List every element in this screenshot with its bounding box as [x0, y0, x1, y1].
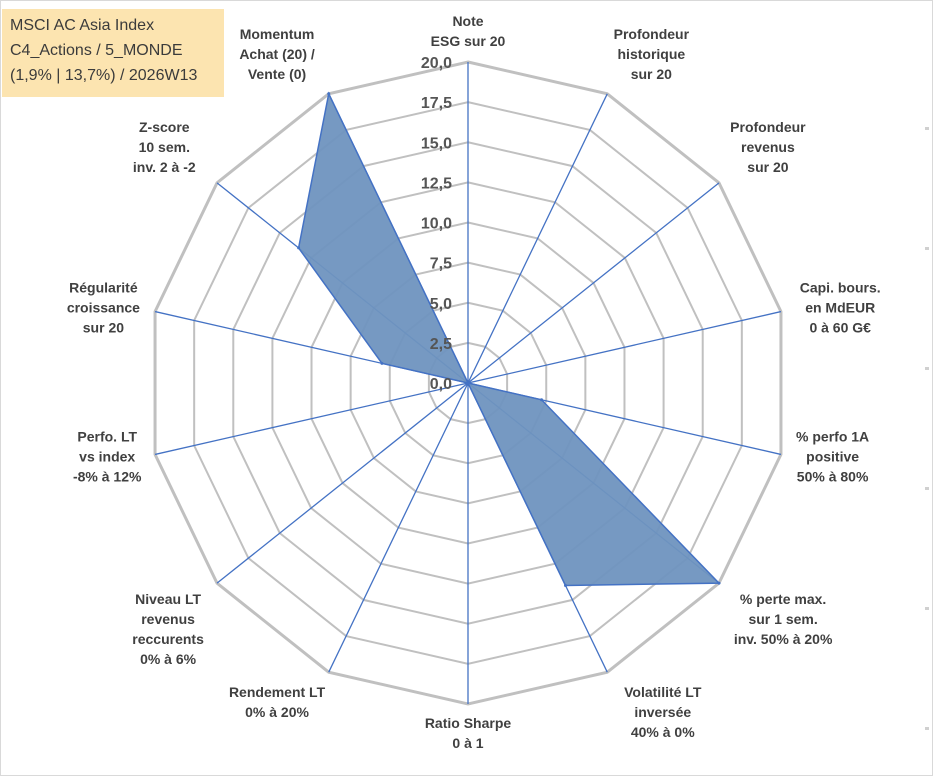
category-label-0: Note ESG sur 20 — [431, 13, 506, 49]
category-label-12-line-0: Z-score — [139, 119, 190, 135]
data-point-5 — [717, 581, 721, 585]
category-label-1-line-1: historique — [618, 46, 686, 62]
category-label-8-line-1: 0% à 20% — [245, 704, 309, 720]
category-label-9-line-0: Niveau LT — [135, 591, 201, 607]
category-label-7-line-0: Ratio Sharpe — [425, 715, 512, 731]
data-point-10 — [466, 381, 470, 385]
title-line-category: C4_Actions / 5_MONDE — [10, 42, 183, 59]
category-label-13-line-2: Vente (0) — [248, 66, 306, 82]
data-point-13 — [327, 92, 331, 96]
data-point-4 — [540, 398, 544, 402]
category-label-11-line-0: Régularité — [69, 279, 138, 295]
radial-tick-labels: 0,0 2,5 5,0 7,5 10,0 12,5 15,0 17,5 20,0 — [421, 55, 452, 393]
category-label-12-line-2: inv. 2 à -2 — [133, 159, 196, 175]
axis-spoke-9 — [216, 382, 469, 584]
axis-spoke-10 — [154, 382, 469, 456]
category-label-9-line-2: reccurents — [132, 631, 204, 647]
category-label-0-line-1: ESG sur 20 — [431, 33, 506, 49]
data-point-11 — [380, 361, 384, 365]
category-label-8-line-0: Rendement LT — [229, 684, 326, 700]
category-label-8: Rendement LT 0% à 20% — [229, 684, 326, 720]
tick-label-6: 15,0 — [421, 135, 452, 152]
axis-spoke-3 — [467, 310, 782, 384]
title-line-stats: (1,9% | 13,7%) / 2026W13 — [10, 67, 198, 84]
category-label-2-line-2: sur 20 — [747, 159, 788, 175]
title-line-index: MSCI AC Asia Index — [10, 17, 155, 34]
category-label-4: % perfo 1A positive 50% à 80% — [796, 429, 869, 485]
category-label-13-line-1: Achat (20) / — [239, 46, 315, 62]
category-label-10-line-1: vs index — [79, 449, 135, 465]
category-label-11-line-1: croissance — [67, 299, 140, 315]
category-label-4-line-0: % perfo 1A — [796, 429, 869, 445]
category-label-2-line-1: revenus — [741, 139, 795, 155]
category-label-9-line-1: revenus — [141, 611, 195, 627]
category-label-1-line-0: Profondeur — [614, 26, 690, 42]
category-label-2-line-0: Profondeur — [730, 119, 806, 135]
category-label-5-line-1: sur 1 sem. — [748, 611, 817, 627]
category-label-0-line-0: Note — [452, 13, 483, 29]
tick-label-1: 2,5 — [430, 336, 452, 353]
category-label-7-line-1: 0 à 1 — [452, 735, 483, 751]
radar-series — [297, 91, 721, 587]
category-label-4-line-1: positive — [806, 449, 859, 465]
category-label-13-line-0: Momentum — [240, 26, 315, 42]
category-label-10-line-0: Perfo. LT — [77, 429, 137, 445]
category-label-3-line-2: 0 à 60 G€ — [809, 319, 871, 335]
tick-label-0: 0,0 — [430, 376, 452, 393]
category-label-4-line-2: 50% à 80% — [797, 469, 869, 485]
axis-spoke-1 — [467, 93, 608, 384]
data-point-12 — [297, 246, 301, 250]
category-label-6: Volatilité LT inversée 40% à 0% — [624, 684, 702, 740]
category-label-9: Niveau LT revenus reccurents 0% à 6% — [132, 591, 204, 667]
category-label-6-line-1: inversée — [634, 704, 691, 720]
tick-label-5: 12,5 — [421, 175, 452, 192]
axis-spoke-8 — [328, 382, 469, 673]
category-label-5-line-2: inv. 50% à 20% — [734, 631, 833, 647]
category-label-1: Profondeur historique sur 20 — [614, 26, 690, 82]
tick-label-2: 5,0 — [430, 296, 452, 313]
category-label-7: Ratio Sharpe 0 à 1 — [425, 715, 512, 751]
category-label-6-line-2: 40% à 0% — [631, 724, 695, 740]
tick-label-8: 20,0 — [421, 55, 452, 72]
category-label-1-line-2: sur 20 — [631, 66, 672, 82]
category-label-12-line-1: 10 sem. — [139, 139, 190, 155]
category-label-3: Capi. bours. en MdEUR 0 à 60 G€ — [800, 279, 881, 335]
tick-label-4: 10,0 — [421, 216, 452, 233]
category-labels: Note ESG sur 20 Profondeur historique sur 20… — [67, 13, 881, 751]
chart-title-box: MSCI AC Asia Index C4_Actions / 5_MONDE … — [2, 9, 224, 97]
axis-spoke-2 — [467, 182, 720, 384]
category-label-12: Z-score 10 sem. inv. 2 à -2 — [133, 119, 196, 175]
category-label-3-line-0: Capi. bours. — [800, 279, 881, 295]
category-label-10: Perfo. LT vs index -8% à 12% — [73, 429, 142, 485]
category-label-10-line-2: -8% à 12% — [73, 469, 142, 485]
category-label-11-line-2: sur 20 — [83, 319, 124, 335]
category-label-5-line-0: % perte max. — [740, 591, 826, 607]
category-label-13: Momentum Achat (20) / Vente (0) — [239, 26, 315, 82]
category-label-5: % perte max. sur 1 sem. inv. 50% à 20% — [734, 591, 833, 647]
tick-label-7: 17,5 — [421, 95, 452, 112]
category-label-3-line-1: en MdEUR — [805, 299, 875, 315]
category-label-6-line-0: Volatilité LT — [624, 684, 702, 700]
data-point-6 — [563, 583, 567, 587]
category-label-2: Profondeur revenus sur 20 — [730, 119, 806, 175]
category-label-9-line-3: 0% à 6% — [140, 651, 197, 667]
tick-label-3: 7,5 — [430, 256, 452, 273]
right-edge-markers — [925, 0, 933, 776]
category-label-11: Régularité croissance sur 20 — [67, 279, 140, 335]
